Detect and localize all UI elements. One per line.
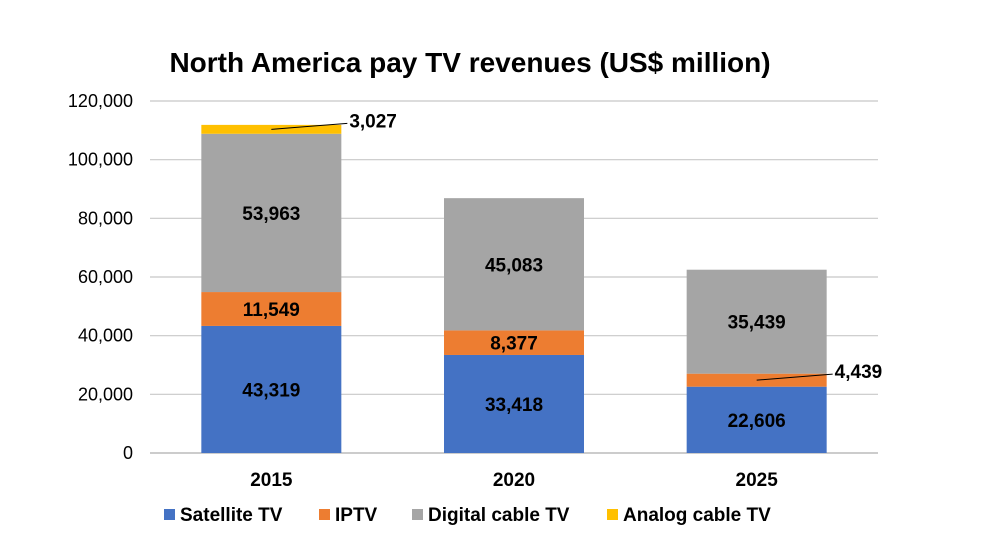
x-tick-label: 2025 [736, 470, 779, 491]
y-axis-ticks: 0 20,000 40,000 60,000 80,000 100,000 120,000 [68, 91, 133, 463]
y-tick-label: 20,000 [78, 384, 133, 404]
y-tick-label: 40,000 [78, 326, 133, 346]
legend-label: IPTV [335, 505, 378, 526]
bar-segment [686, 269, 827, 374]
x-axis-ticks: 2015 2020 2025 [250, 470, 778, 491]
y-tick-label: 0 [123, 443, 133, 463]
data-label: 3,027 [349, 111, 397, 132]
legend-label: Satellite TV [180, 505, 283, 526]
legend-label: Digital cable TV [428, 505, 570, 526]
bar-segment [201, 292, 342, 326]
data-label: 33,418 [485, 395, 543, 416]
data-label: 43,319 [242, 380, 300, 401]
data-label: 11,549 [243, 300, 300, 321]
leader-line [271, 122, 348, 130]
bar-segment [201, 325, 342, 453]
y-tick-label: 100,000 [68, 150, 133, 170]
data-labels: 43,319 11,549 53,963 3,027 33,418 8,377 45,083… [242, 111, 882, 432]
data-label: 8,377 [490, 334, 538, 355]
data-label: 35,439 [728, 313, 786, 334]
bar-segment [201, 133, 342, 293]
chart-title: North America pay TV revenues (US$ milli… [169, 47, 770, 78]
legend-swatch [319, 509, 330, 520]
bar-segment [201, 124, 342, 134]
bar-segment [444, 198, 584, 331]
data-label: 4,439 [835, 362, 883, 383]
leader-line [756, 373, 833, 381]
y-tick-label: 120,000 [68, 91, 133, 111]
legend-label: Analog cable TV [623, 505, 771, 526]
legend: Satellite TV IPTV Digital cable TV Analog c… [164, 505, 771, 526]
x-tick-label: 2015 [250, 470, 293, 491]
bar-segment [686, 386, 827, 453]
legend-swatch [607, 509, 618, 520]
legend-swatch [412, 509, 423, 520]
y-tick-label: 80,000 [78, 208, 133, 228]
bar-segment [444, 354, 584, 453]
data-label: 53,963 [242, 204, 300, 225]
data-label: 45,083 [485, 255, 543, 276]
bars [201, 124, 827, 453]
data-label: 22,606 [728, 411, 786, 432]
y-tick-label: 60,000 [78, 267, 133, 287]
legend-swatch [164, 509, 175, 520]
bar-segment [444, 330, 584, 355]
x-tick-label: 2020 [493, 470, 535, 491]
